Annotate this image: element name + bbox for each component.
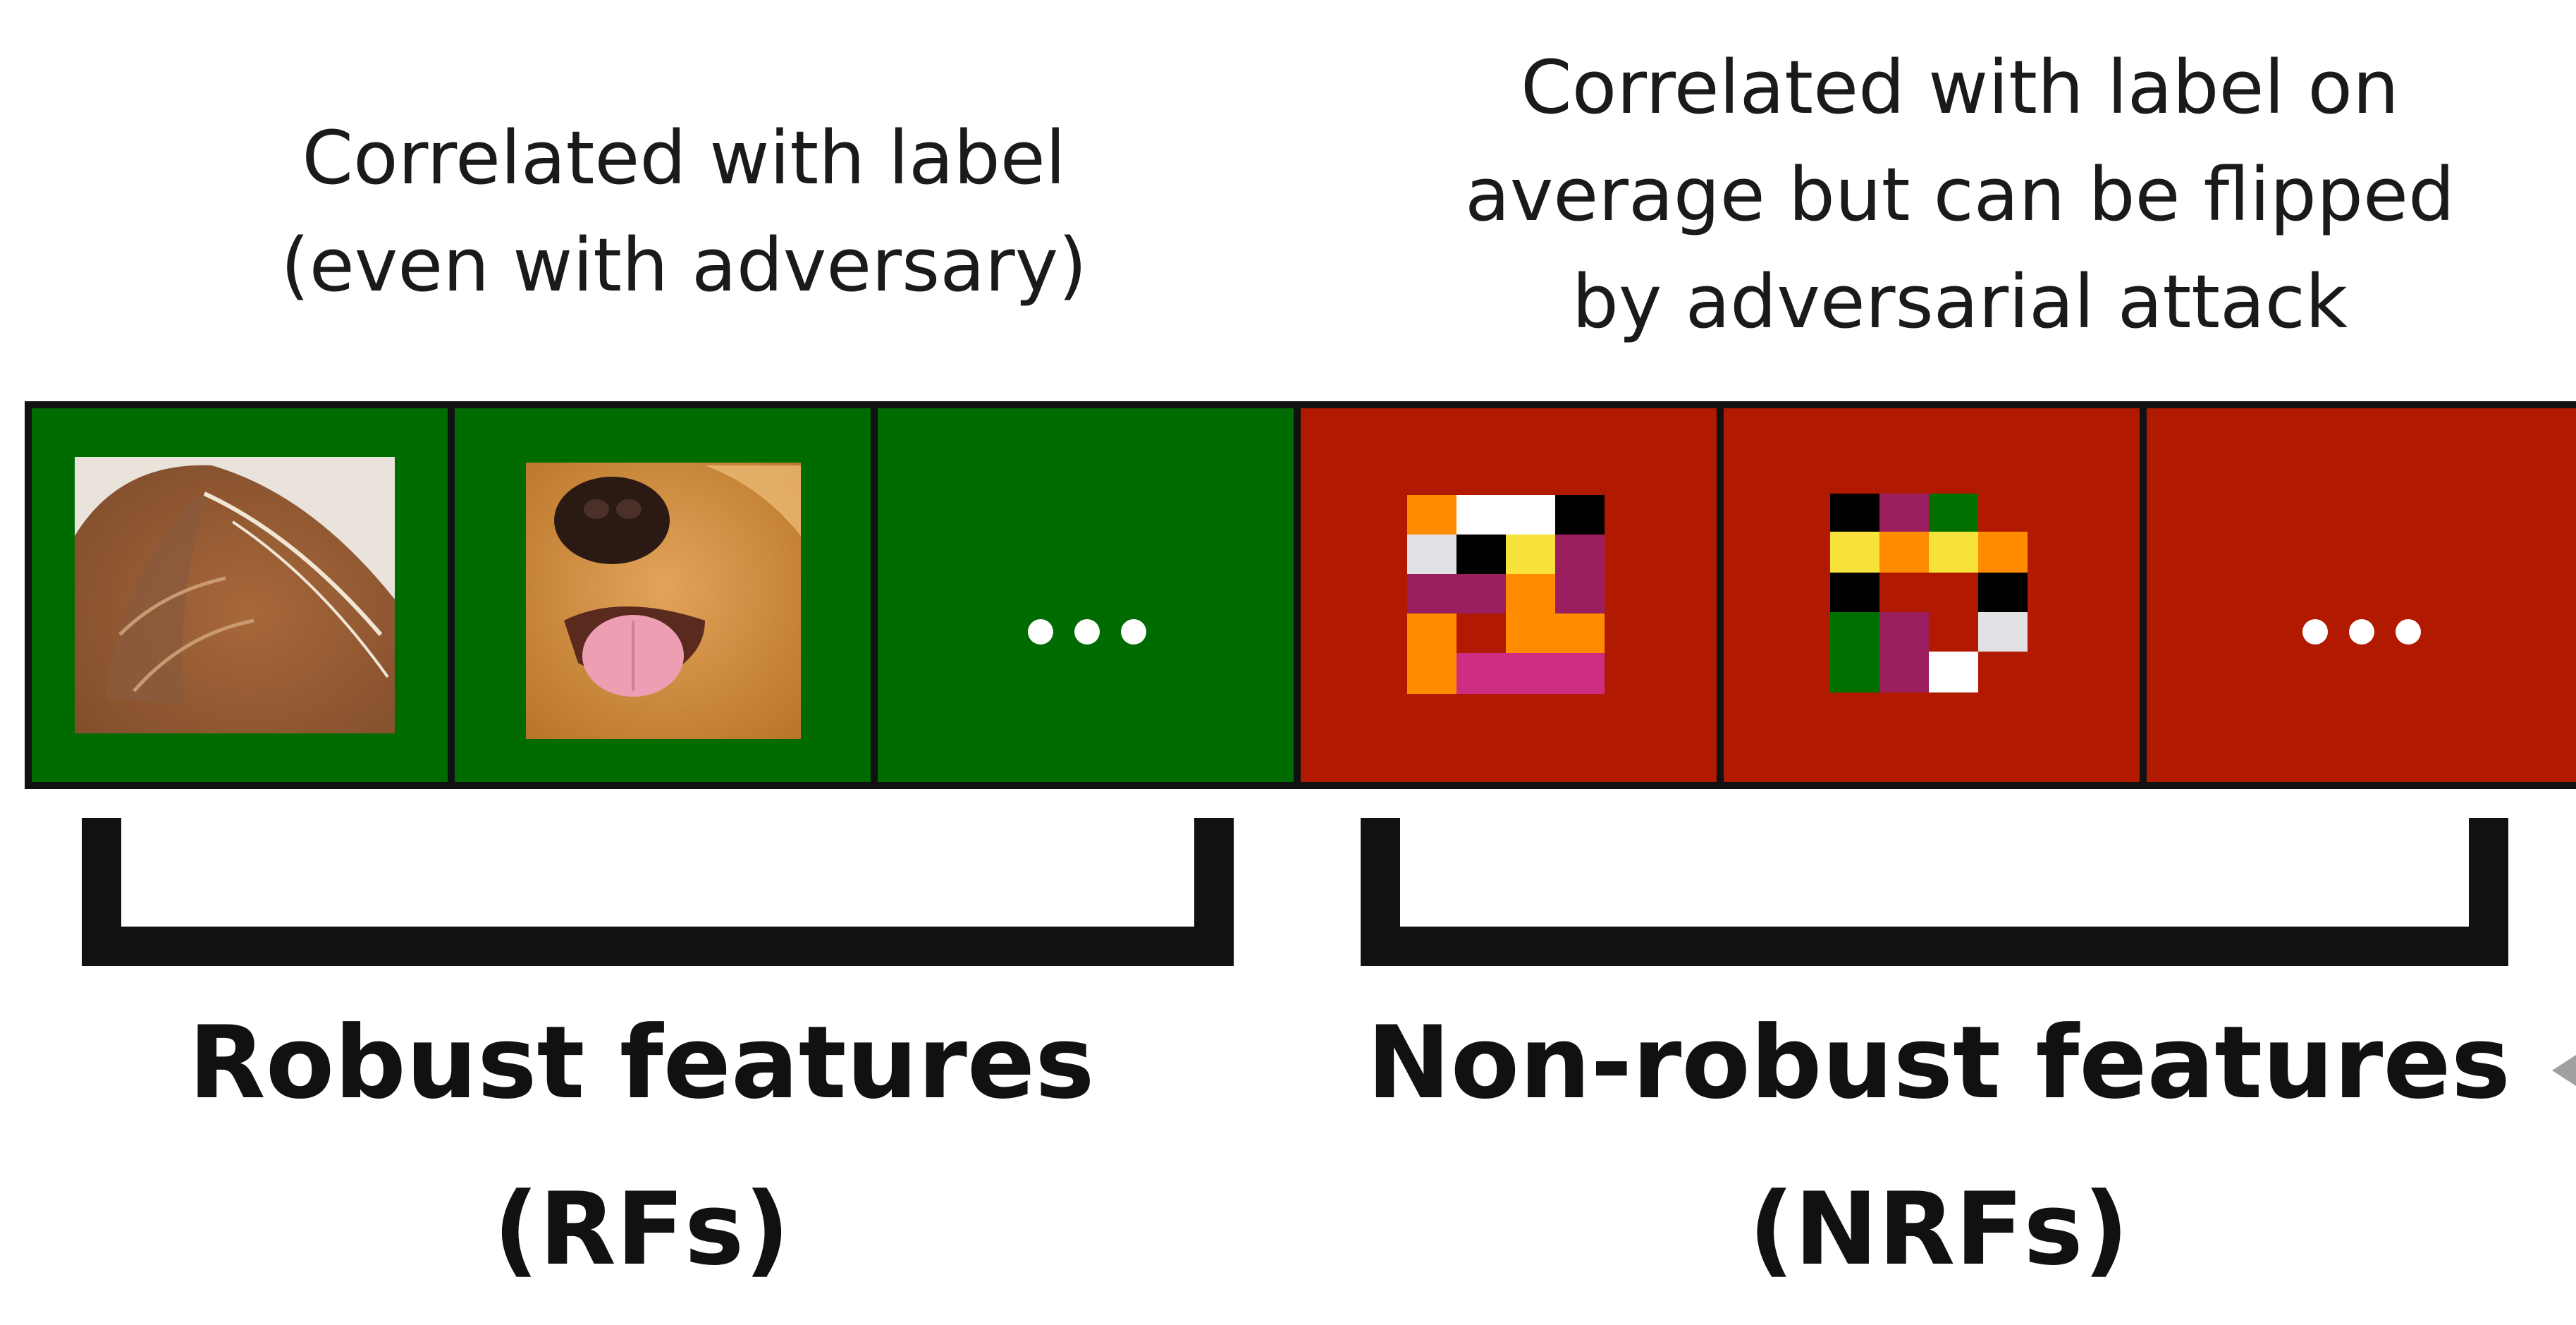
arrowhead-icon [2552, 1055, 2576, 1086]
robust-cell [874, 405, 1297, 786]
nonrobust-cell [2143, 405, 2576, 786]
nonrobust-caption-line: average but can be flipped [1465, 152, 2455, 238]
nonrobust-caption-line: Correlated with label on [1521, 44, 2399, 130]
nonrobust-caption: Correlated with label on average but can… [1410, 34, 2510, 355]
nonrobust-bracket [1361, 818, 2508, 966]
robust-features-label: Robust features (RFs) [99, 980, 1184, 1313]
robust-caption-line: Correlated with label [302, 115, 1066, 201]
pixel-noise-pattern-icon [1407, 495, 1605, 694]
robust-bracket [82, 818, 1234, 966]
robust-features-label-line: Robust features [188, 1005, 1095, 1121]
ellipsis-icon [2302, 619, 2421, 645]
robust-caption-line: (even with adversary) [281, 222, 1087, 308]
cat-ear-photo-icon [75, 457, 395, 733]
robust-features-label-line: (RFs) [493, 1171, 790, 1288]
nonrobust-features-label-line: Non-robust features [1366, 1005, 2511, 1121]
robust-caption: Correlated with label (even with adversa… [183, 104, 1184, 319]
nonrobust-features-label-line: (NRFs) [1748, 1171, 2129, 1288]
ellipsis-icon [1028, 619, 1146, 645]
pixel-noise-pattern-icon [1830, 494, 2028, 692]
dog-face-photo-icon [526, 463, 801, 739]
nonrobust-caption-line: by adversarial attack [1571, 259, 2348, 345]
strip-borders [25, 401, 2576, 789]
nonrobust-features-label: Non-robust features (NRFs) [1325, 980, 2552, 1313]
nonrobust-cell [1720, 405, 2143, 786]
